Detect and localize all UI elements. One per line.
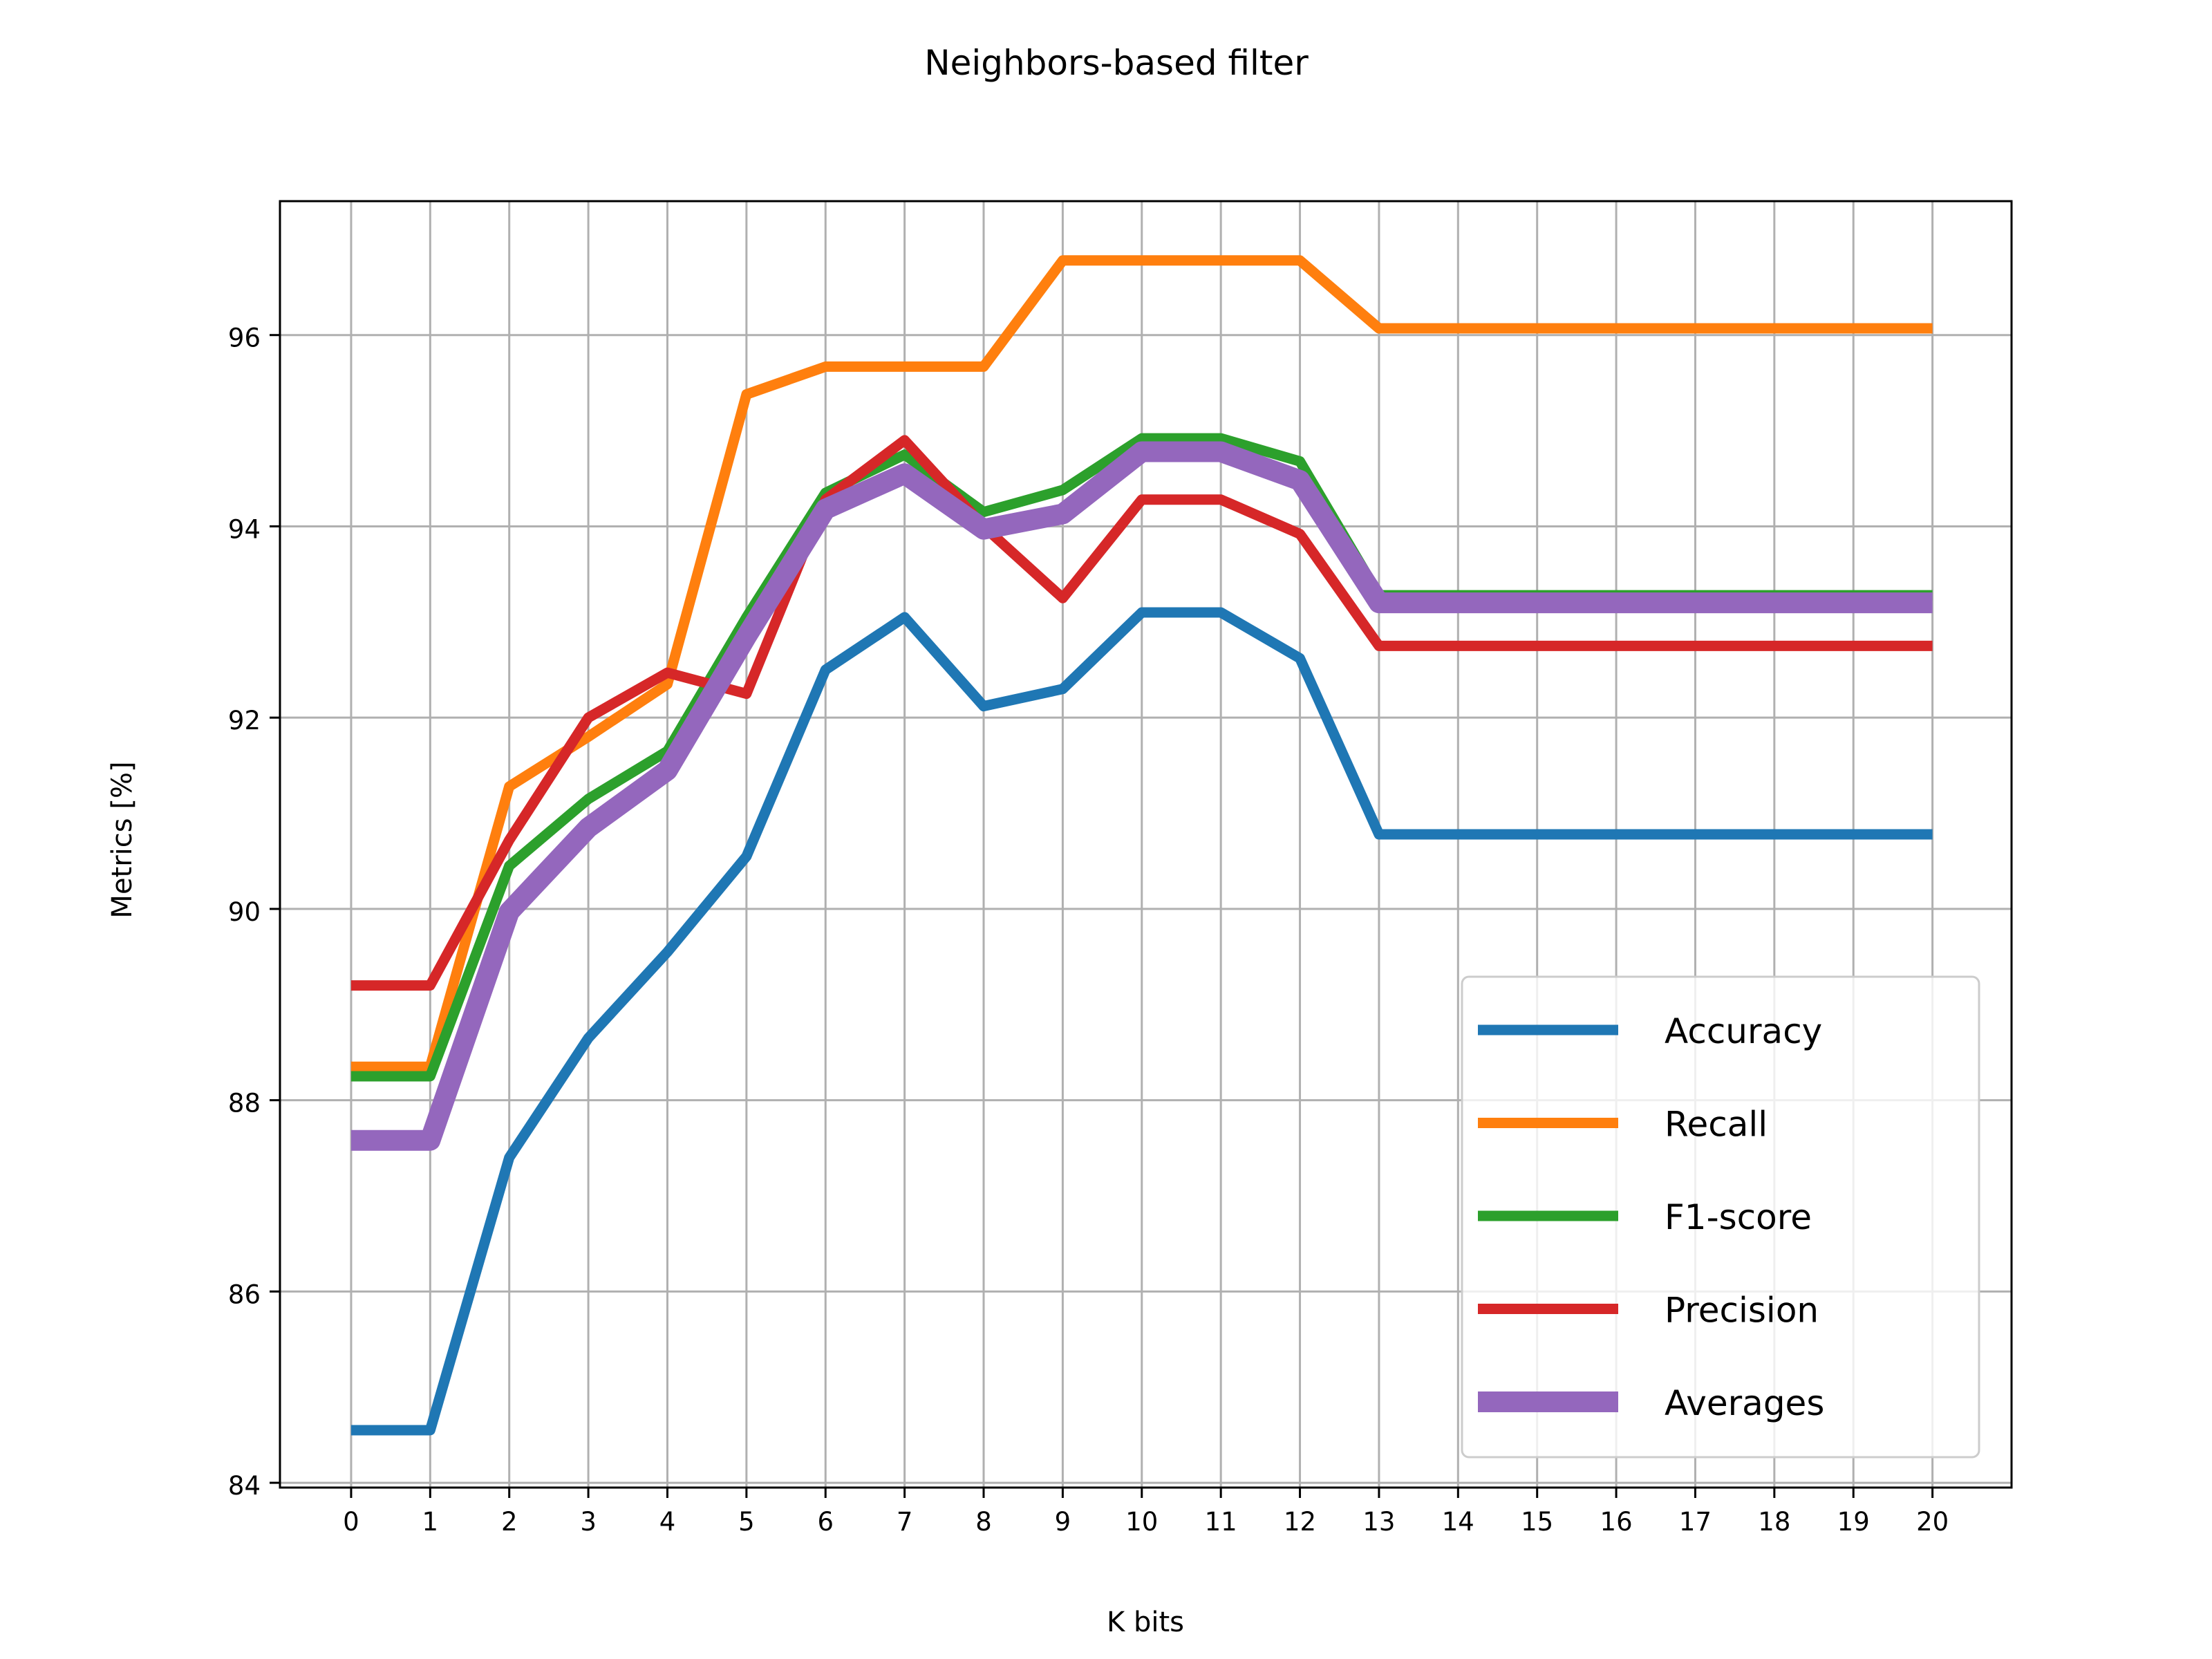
x-tick-label: 2 [501,1507,518,1537]
series-line-recall [350,255,1933,1072]
y-tick-label: 96 [228,324,261,353]
legend-label-f1-score: F1-score [1665,1197,1812,1237]
x-tick-label: 18 [1758,1507,1790,1537]
y-tick-label: 94 [228,514,261,544]
x-tick-label: 11 [1205,1507,1237,1537]
chart-title: Neighbors-based filter [924,43,1309,83]
x-tick-label: 16 [1600,1507,1633,1537]
legend-label-precision: Precision [1665,1291,1819,1331]
y-axis-label: Metrics [%] [106,761,138,918]
x-tick-label: 12 [1284,1507,1316,1537]
y-tick-label: 86 [228,1280,261,1309]
legend: Accuracy Recall F1-score Precision Averages [1461,975,1980,1459]
y-tick-label: 84 [228,1471,261,1501]
x-axis: 0 1 2 3 4 5 6 7 8 9 10 11 12 13 14 15 16 17 18 19 20 [343,1488,1949,1537]
x-tick-label: 14 [1442,1507,1474,1537]
x-tick-label: 13 [1362,1507,1395,1537]
x-tick-label: 19 [1837,1507,1870,1537]
x-tick-label: 4 [659,1507,676,1537]
y-axis: 84 86 88 90 92 94 96 [228,324,280,1501]
x-axis-label: K bits [1107,1606,1184,1638]
plot-frame [279,200,2013,1489]
y-tick-label: 88 [228,1089,261,1118]
x-tick-label: 10 [1125,1507,1158,1537]
legend-label-accuracy: Accuracy [1665,1011,1822,1051]
y-tick-label: 92 [228,706,261,735]
x-tick-label: 17 [1679,1507,1712,1537]
x-tick-label: 3 [580,1507,597,1537]
x-tick-label: 8 [975,1507,992,1537]
x-tick-label: 5 [738,1507,755,1537]
x-tick-label: 20 [1916,1507,1949,1537]
x-tick-label: 1 [422,1507,439,1537]
series-layer [350,255,1933,1436]
legend-label-averages: Averages [1665,1383,1824,1423]
series-line-precision [350,435,1933,991]
series-line-accuracy [350,607,1933,1436]
x-tick-label: 6 [817,1507,834,1537]
x-tick-label: 7 [897,1507,913,1537]
series-line-averages [350,441,1933,1151]
x-tick-label: 15 [1521,1507,1553,1537]
x-tick-label: 9 [1055,1507,1071,1537]
legend-label-recall: Recall [1665,1105,1768,1145]
x-tick-label: 0 [343,1507,359,1537]
y-tick-label: 90 [228,897,261,927]
legend-box [1461,975,1980,1459]
